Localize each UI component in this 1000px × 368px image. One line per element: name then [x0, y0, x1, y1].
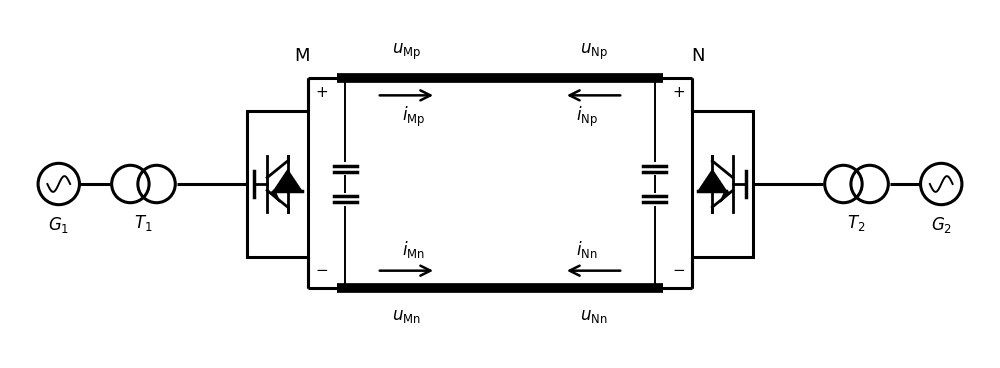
Text: −: − [315, 263, 328, 278]
Polygon shape [720, 190, 730, 202]
Text: $G_1$: $G_1$ [48, 215, 69, 236]
Text: $G_2$: $G_2$ [931, 215, 952, 236]
Polygon shape [698, 170, 726, 191]
Polygon shape [274, 170, 302, 191]
Text: +: + [672, 85, 685, 100]
Text: M: M [294, 47, 310, 65]
Text: $T_2$: $T_2$ [847, 213, 866, 233]
Text: $i_{\mathrm{Np}}$: $i_{\mathrm{Np}}$ [576, 105, 598, 129]
Text: $u_{\mathrm{Np}}$: $u_{\mathrm{Np}}$ [580, 42, 608, 62]
Text: $i_{\mathrm{Mp}}$: $i_{\mathrm{Mp}}$ [402, 105, 425, 129]
Text: +: + [315, 85, 328, 100]
Bar [692, 111, 753, 257]
Text: $i_{\mathrm{Mn}}$: $i_{\mathrm{Mn}}$ [402, 238, 425, 259]
Text: $T_1$: $T_1$ [134, 213, 153, 233]
Text: $u_{\mathrm{Mp}}$: $u_{\mathrm{Mp}}$ [392, 42, 421, 62]
Text: $u_{\mathrm{Mn}}$: $u_{\mathrm{Mn}}$ [392, 307, 421, 325]
Bar [247, 111, 308, 257]
Text: $u_{\mathrm{Nn}}$: $u_{\mathrm{Nn}}$ [580, 307, 607, 325]
Text: −: − [672, 263, 685, 278]
Polygon shape [270, 190, 280, 202]
Text: $i_{\mathrm{Nn}}$: $i_{\mathrm{Nn}}$ [576, 238, 598, 259]
Text: N: N [691, 47, 705, 65]
